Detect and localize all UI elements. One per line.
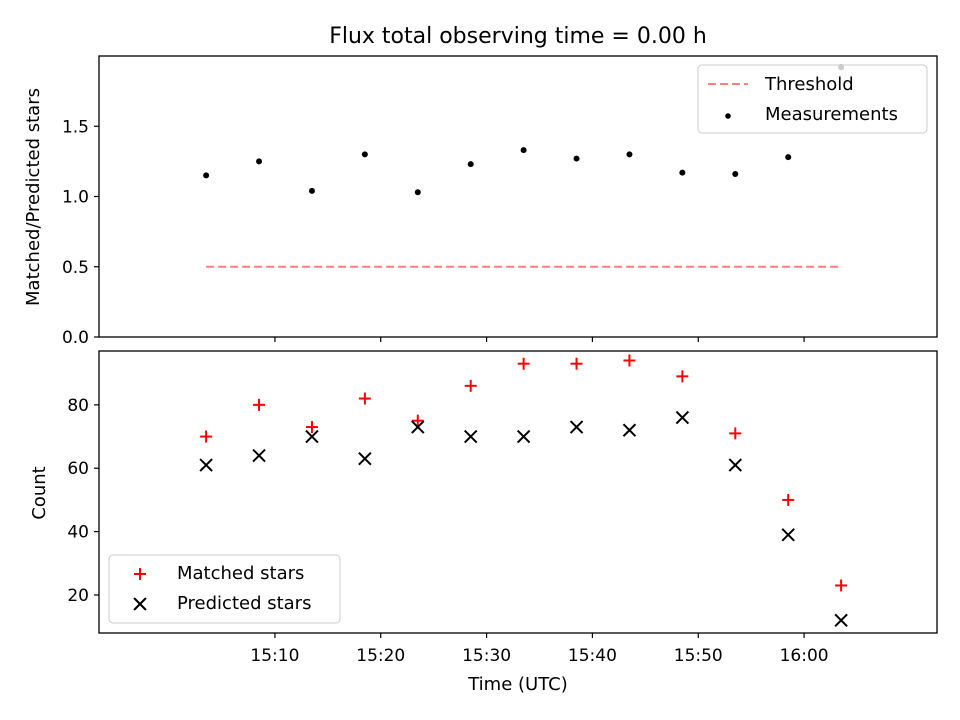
legend-measurements-label: Measurements [765,104,898,125]
top-y-tick-label: 0.5 [62,258,89,278]
measurement-point [414,189,421,196]
top-x-ticks [274,337,805,342]
matched-star-point [835,579,848,592]
top-y-axis-label: Matched/Predicted stars [23,88,44,306]
predicted-star-point [675,410,690,425]
x-axis-label: Time (UTC) [467,674,568,695]
matched-star-point [464,379,477,392]
bottom-marks [199,354,848,628]
matched-star-point [782,493,795,506]
top-y-tick-label: 1.0 [62,188,89,208]
legend-predicted-label: Predicted stars [177,593,311,614]
predicted-star-point [834,613,848,628]
predicted-star-point [305,429,319,444]
bottom-y-tick-label: 60 [67,459,89,479]
top-legend-frame [697,64,928,134]
predicted-star-point [569,420,584,434]
measurement-point [308,187,315,194]
top-panel: 0.0 0.5 1.0 1.5 Matched/Predicted stars Thr… [23,55,938,348]
predicted-star-point [358,452,372,466]
top-y-tick-label: 0.0 [62,328,89,348]
matched-star-point [358,392,371,405]
legend-matched-label: Matched stars [177,563,304,584]
bottom-axes-frame [98,350,938,634]
matched-star-point [411,414,424,427]
bottom-legend: Matched stars Predicted stars [108,554,341,624]
bottom-x-tick-label: 15:20 [356,646,405,666]
bottom-x-tick-label: 15:30 [462,646,511,666]
bottom-y-tick-label: 20 [67,586,89,606]
measurement-point [679,169,686,176]
top-y-tick-label: 1.5 [62,117,89,137]
predicted-star-point [622,423,637,437]
top-y-ticks: 0.0 0.5 1.0 1.5 [62,117,99,348]
bottom-y-axis-label: Count [29,466,50,519]
bottom-x-tick-label: 15:50 [674,646,723,666]
legend-predicted-swatch [133,597,147,611]
measurement-point [256,158,263,165]
matched-star-point [676,370,689,383]
top-legend: Threshold Measurements [697,64,928,134]
predicted-star-point [781,528,795,542]
measurement-point [520,147,527,154]
measurement-point [573,155,580,162]
predicted-star-point [516,429,531,444]
chart-title: Flux total observing time = 0.00 h [329,24,707,49]
matched-star-point [623,354,636,367]
matched-star-point [305,421,318,434]
bottom-x-ticks: 15:10 15:20 15:30 15:40 15:50 16:00 [250,633,829,666]
bottom-x-tick-label: 15:40 [568,646,617,666]
predicted-star-point [199,458,213,472]
measurement-point [203,172,210,179]
legend-matched-swatch [134,568,146,580]
matched-star-point [253,398,266,411]
measurement-point [785,154,792,161]
bottom-y-tick-label: 80 [67,396,89,416]
bottom-y-tick-label: 40 [67,523,89,543]
measurement-point [732,171,739,178]
legend-threshold-label: Threshold [764,74,854,95]
predicted-star-point [411,420,425,434]
legend-measurements-swatch [725,113,731,119]
measurement-point [626,151,633,158]
matched-star-point [517,357,530,370]
measurement-point [467,161,474,168]
bottom-x-tick-label: 16:00 [780,646,829,666]
predicted-star-point [728,458,742,472]
bottom-x-tick-label: 15:10 [250,646,299,666]
predicted-star-point [464,429,478,444]
matched-star-point [200,430,213,443]
bottom-y-ticks: 20 40 60 80 [67,396,99,606]
matched-star-point [729,427,742,440]
predicted-star-point [252,448,266,463]
measurement-point [361,151,368,158]
bottom-legend-frame [108,554,341,624]
matched-star-point [570,357,583,370]
